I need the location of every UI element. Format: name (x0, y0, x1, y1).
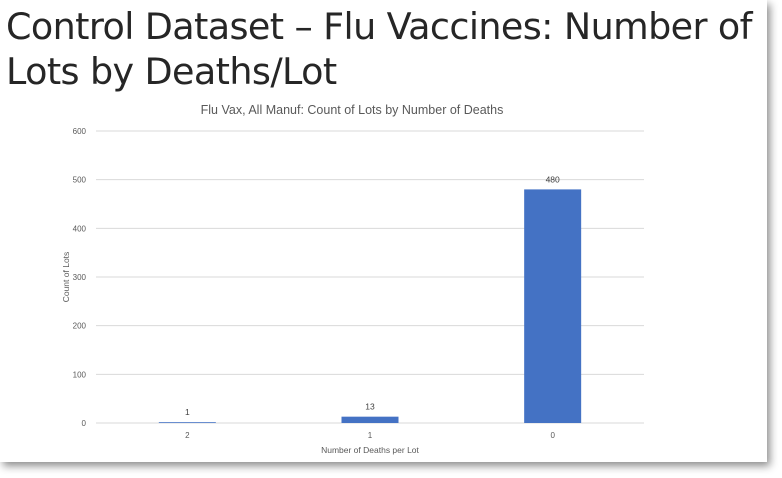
x-tick-label-1: 1 (368, 431, 373, 440)
y-axis-title: Count of Lots (61, 252, 71, 303)
x-tick-label-2: 2 (185, 431, 190, 440)
data-labels: 1 13 480 (185, 174, 560, 417)
data-label-0: 480 (546, 174, 560, 184)
bar-1 (341, 416, 399, 423)
y-tick-label: 200 (73, 322, 87, 331)
x-tick-label-0: 0 (550, 431, 555, 440)
x-axis-title: Number of Deaths per Lot (321, 445, 419, 455)
y-tick-label: 0 (82, 419, 87, 428)
x-axis-ticks: 2 1 0 (185, 431, 555, 440)
y-axis-ticks: 0 100 200 300 400 500 600 (73, 127, 87, 428)
y-tick-label: 500 (73, 176, 87, 185)
y-tick-label: 300 (73, 273, 87, 282)
data-label-2: 1 (185, 407, 190, 417)
data-label-1: 13 (365, 402, 375, 412)
chart-title: Flu Vax, All Manuf: Count of Lots by Num… (201, 103, 504, 117)
y-tick-label: 400 (73, 224, 87, 233)
slide: Control Dataset – Flu Vaccines: Number o… (6, 5, 753, 455)
bar-chart: Flu Vax, All Manuf: Count of Lots by Num… (61, 103, 644, 455)
bar-0 (524, 189, 582, 423)
slide-title: Control Dataset – Flu Vaccines: Number o… (6, 5, 753, 93)
y-tick-label: 600 (73, 127, 87, 136)
bar-2 (158, 422, 216, 423)
bars (158, 189, 582, 423)
y-tick-label: 100 (73, 370, 87, 379)
